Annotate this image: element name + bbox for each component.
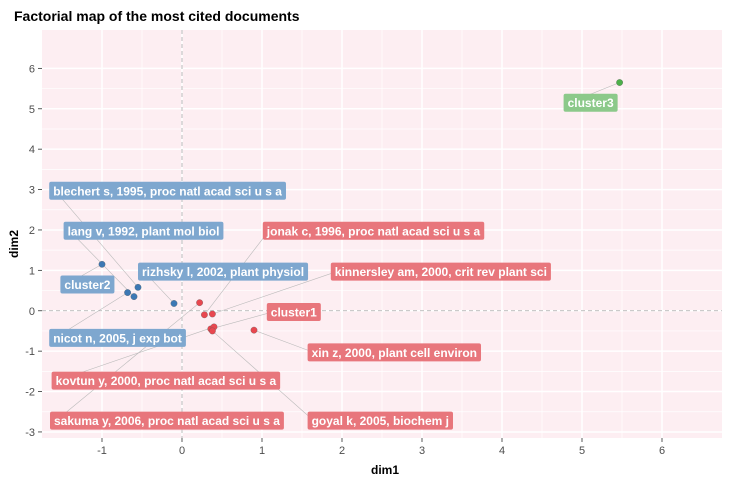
x-tick-label: 0	[179, 445, 185, 457]
point-label: cluster3	[563, 93, 618, 112]
y-tick-label: 3	[29, 185, 35, 197]
cluster1-point	[209, 327, 216, 335]
point-label-text: jonak c, 1996, proc natl acad sci u s a	[266, 224, 481, 238]
point-label: xin z, 2000, plant cell environ	[307, 343, 482, 362]
cluster2-point	[98, 260, 106, 268]
point-label-box	[60, 275, 115, 294]
x-tick-label: 3	[419, 445, 425, 457]
x-tick-label: -1	[97, 445, 107, 457]
point-label: nicot n, 2005, j exp bot	[49, 328, 186, 347]
point-label-text: cluster3	[568, 96, 614, 110]
cluster2-point	[130, 293, 138, 300]
point-label-text: cluster2	[64, 278, 110, 292]
x-axis-title: dim1	[371, 463, 399, 477]
point-label-box	[50, 411, 284, 430]
label-connector	[210, 311, 273, 330]
point-label-box	[307, 411, 453, 430]
cluster2-point	[170, 300, 178, 307]
point-label-text: rizhsky l, 2002, plant physiol	[142, 265, 304, 279]
cluster2-point	[134, 283, 142, 291]
y-tick-label: -3	[25, 427, 35, 439]
point-label-text: kovtun y, 2000, proc natl acad sci u s a	[56, 374, 277, 388]
point-labels: blechert s, 1995, proc natl acad sci u s…	[49, 93, 618, 430]
point-label: kovtun y, 2000, proc natl acad sci u s a	[51, 371, 281, 390]
point-label-box	[63, 221, 224, 240]
point-label: cluster1	[266, 302, 321, 321]
chart-title: Factorial map of the most cited document…	[14, 8, 300, 24]
point-label-text: cluster1	[271, 305, 317, 319]
point-label-box	[49, 328, 186, 347]
cluster1-point	[209, 310, 216, 318]
x-tick-label: 6	[659, 445, 665, 457]
y-tick-label: 2	[29, 225, 35, 237]
y-tick-label: 4	[29, 144, 35, 156]
y-tick-label: 6	[29, 63, 35, 75]
cluster3-point	[616, 79, 623, 86]
point-label-text: nicot n, 2005, j exp bot	[53, 331, 182, 345]
y-tick-label: 1	[29, 265, 35, 277]
data-points	[98, 79, 623, 335]
point-label-text: lang v, 1992, plant mol biol	[68, 224, 220, 238]
label-connector	[253, 329, 314, 353]
point-label: goyal k, 2005, biochem j	[307, 411, 453, 430]
cluster1-point	[196, 299, 203, 307]
x-tick-label: 4	[499, 445, 505, 457]
point-label: sakuma y, 2006, proc natl acad sci u s a	[50, 411, 284, 430]
point-label: kinnersley am, 2000, crit rev plant sci	[330, 262, 551, 281]
point-label-box	[307, 343, 482, 362]
point-label-text: sakuma y, 2006, proc natl acad sci u s a	[54, 414, 280, 428]
cluster2-point	[124, 289, 131, 296]
y-axis-title: dim2	[7, 230, 21, 258]
y-tick-label: 0	[29, 306, 35, 318]
label-connector	[55, 302, 200, 421]
point-label: jonak c, 1996, proc natl acad sci u s a	[262, 221, 485, 240]
x-tick-label: 5	[579, 445, 585, 457]
point-label-text: xin z, 2000, plant cell environ	[312, 346, 477, 360]
y-tick-label: -1	[25, 346, 35, 358]
point-label: blechert s, 1995, proc natl acad sci u s…	[49, 181, 286, 200]
cluster1-point	[201, 311, 208, 319]
cluster1-point	[250, 326, 258, 334]
point-label-text: blechert s, 1995, proc natl acad sci u s…	[53, 184, 282, 198]
label-connector	[212, 271, 337, 315]
point-label-box	[262, 221, 485, 240]
point-label-box	[49, 181, 286, 200]
point-label-box	[266, 302, 321, 321]
x-tick-label: 2	[339, 445, 345, 457]
x-tick-label: 1	[259, 445, 265, 457]
point-label: cluster2	[60, 275, 115, 294]
point-label-text: goyal k, 2005, biochem j	[312, 414, 449, 428]
point-label-text: kinnersley am, 2000, crit rev plant sci	[335, 265, 547, 279]
point-label: lang v, 1992, plant mol biol	[63, 221, 224, 240]
point-label: rizhsky l, 2002, plant physiol	[138, 262, 309, 281]
axes: -1 0 1 2 3 4 5 6 -3 -2 -1 0 1 2 3 4 5 6	[25, 63, 665, 457]
y-tick-label: -2	[25, 387, 35, 399]
point-label-box	[138, 262, 309, 281]
y-tick-label: 5	[29, 104, 35, 116]
point-label-box	[563, 93, 618, 112]
point-label-box	[330, 262, 551, 281]
point-label-box	[51, 371, 281, 390]
